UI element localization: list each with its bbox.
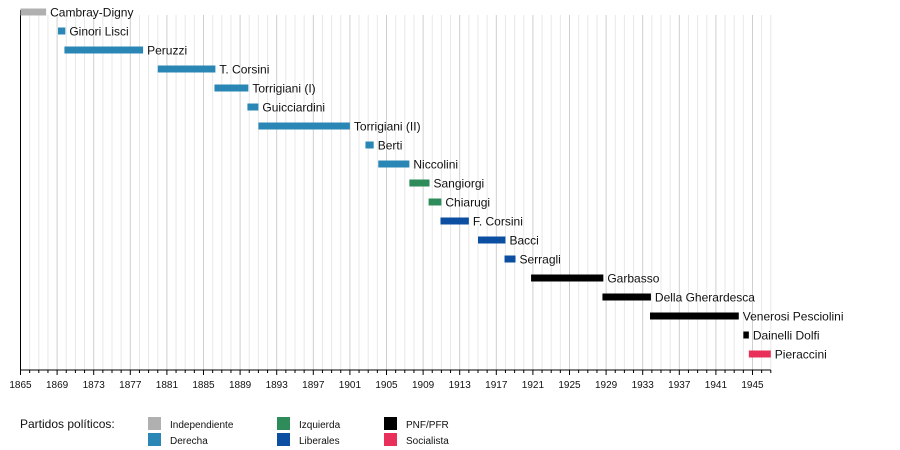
bar-label: Guicciardini xyxy=(262,101,325,115)
x-tick-label: 1905 xyxy=(375,380,398,391)
x-tick-label: 1889 xyxy=(229,380,252,391)
bar-label: T. Corsini xyxy=(219,63,269,77)
x-tick-label: 1913 xyxy=(449,380,472,391)
bar-guicciardini xyxy=(247,103,259,111)
bar-garbasso xyxy=(531,274,604,282)
legend-swatch xyxy=(384,417,397,430)
legend-swatch xyxy=(384,433,397,446)
legend-label: Independiente xyxy=(170,420,234,431)
x-tick-label: 1941 xyxy=(705,380,728,391)
bar-label: Serragli xyxy=(520,253,561,267)
bar-pieraccini xyxy=(748,350,771,358)
bar-label: Pieraccini xyxy=(775,348,827,362)
x-tick-label: 1929 xyxy=(595,380,618,391)
x-tick-label: 1933 xyxy=(632,380,655,391)
x-tick-label: 1897 xyxy=(302,380,325,391)
bar-label: Sangiorgi xyxy=(434,177,485,191)
x-tick-label: 1937 xyxy=(668,380,691,391)
bar-label: Berti xyxy=(378,139,403,153)
bar-dainelli-dolfi xyxy=(743,331,749,339)
bar-label: Venerosi Pesciolini xyxy=(743,310,844,324)
bar-label: Chiarugi xyxy=(445,196,490,210)
bar-label: Ginori Lisci xyxy=(69,25,128,39)
bar-f-corsini xyxy=(440,217,469,225)
bar-torrigiani-i- xyxy=(214,84,249,92)
bar-ginori-lisci xyxy=(58,27,66,35)
bar-label: Della Gherardesca xyxy=(655,291,755,305)
x-tick-label: 1945 xyxy=(741,380,764,391)
bar-niccolini xyxy=(378,160,410,168)
bar-label: Cambray-Digny xyxy=(50,6,133,20)
bar-peruzzi xyxy=(64,46,144,54)
bar-label: Niccolini xyxy=(413,158,458,172)
x-tick-label: 1885 xyxy=(192,380,215,391)
bar-label: Garbasso xyxy=(607,272,659,286)
x-tick-label: 1909 xyxy=(412,380,435,391)
bar-label: Torrigiani (I) xyxy=(252,82,315,96)
legend-swatch xyxy=(148,417,161,430)
bar-berti xyxy=(365,141,374,149)
bar-cambray-digny xyxy=(20,8,47,16)
legend-label: Socialista xyxy=(406,436,449,447)
bar-label: Dainelli Dolfi xyxy=(753,329,820,343)
bar-della-gherardesca xyxy=(602,293,651,301)
legend-swatch xyxy=(277,433,290,446)
legend-swatch xyxy=(277,417,290,430)
bar-chiarugi xyxy=(428,198,442,206)
x-tick-label: 1893 xyxy=(266,380,289,391)
x-tick-label: 1925 xyxy=(558,380,581,391)
x-tick-label: 1921 xyxy=(522,380,545,391)
x-tick-label: 1877 xyxy=(119,380,142,391)
x-tick-label: 1865 xyxy=(9,380,32,391)
legend-label: Izquierda xyxy=(299,420,341,431)
x-tick-label: 1873 xyxy=(83,380,106,391)
legend-label: Derecha xyxy=(170,436,208,447)
x-tick-label: 1869 xyxy=(46,380,69,391)
bar-sangiorgi xyxy=(409,179,430,187)
bar-label: Bacci xyxy=(509,234,538,248)
legend-title: Partidos políticos: xyxy=(20,417,115,431)
bar-label: Peruzzi xyxy=(147,44,187,58)
bar-venerosi-pesciolini xyxy=(650,312,739,320)
bar-torrigiani-ii- xyxy=(258,122,350,130)
legend-label: PNF/PFR xyxy=(406,420,449,431)
bar-bacci xyxy=(478,236,506,244)
legend-label: Liberales xyxy=(299,436,340,447)
bar-serragli xyxy=(504,255,516,263)
bar-label: F. Corsini xyxy=(473,215,523,229)
x-tick-label: 1881 xyxy=(156,380,179,391)
bar-label: Torrigiani (II) xyxy=(354,120,421,134)
x-tick-label: 1917 xyxy=(485,380,508,391)
bar-t-corsini xyxy=(157,65,216,73)
x-tick-label: 1901 xyxy=(339,380,362,391)
legend-swatch xyxy=(148,433,161,446)
